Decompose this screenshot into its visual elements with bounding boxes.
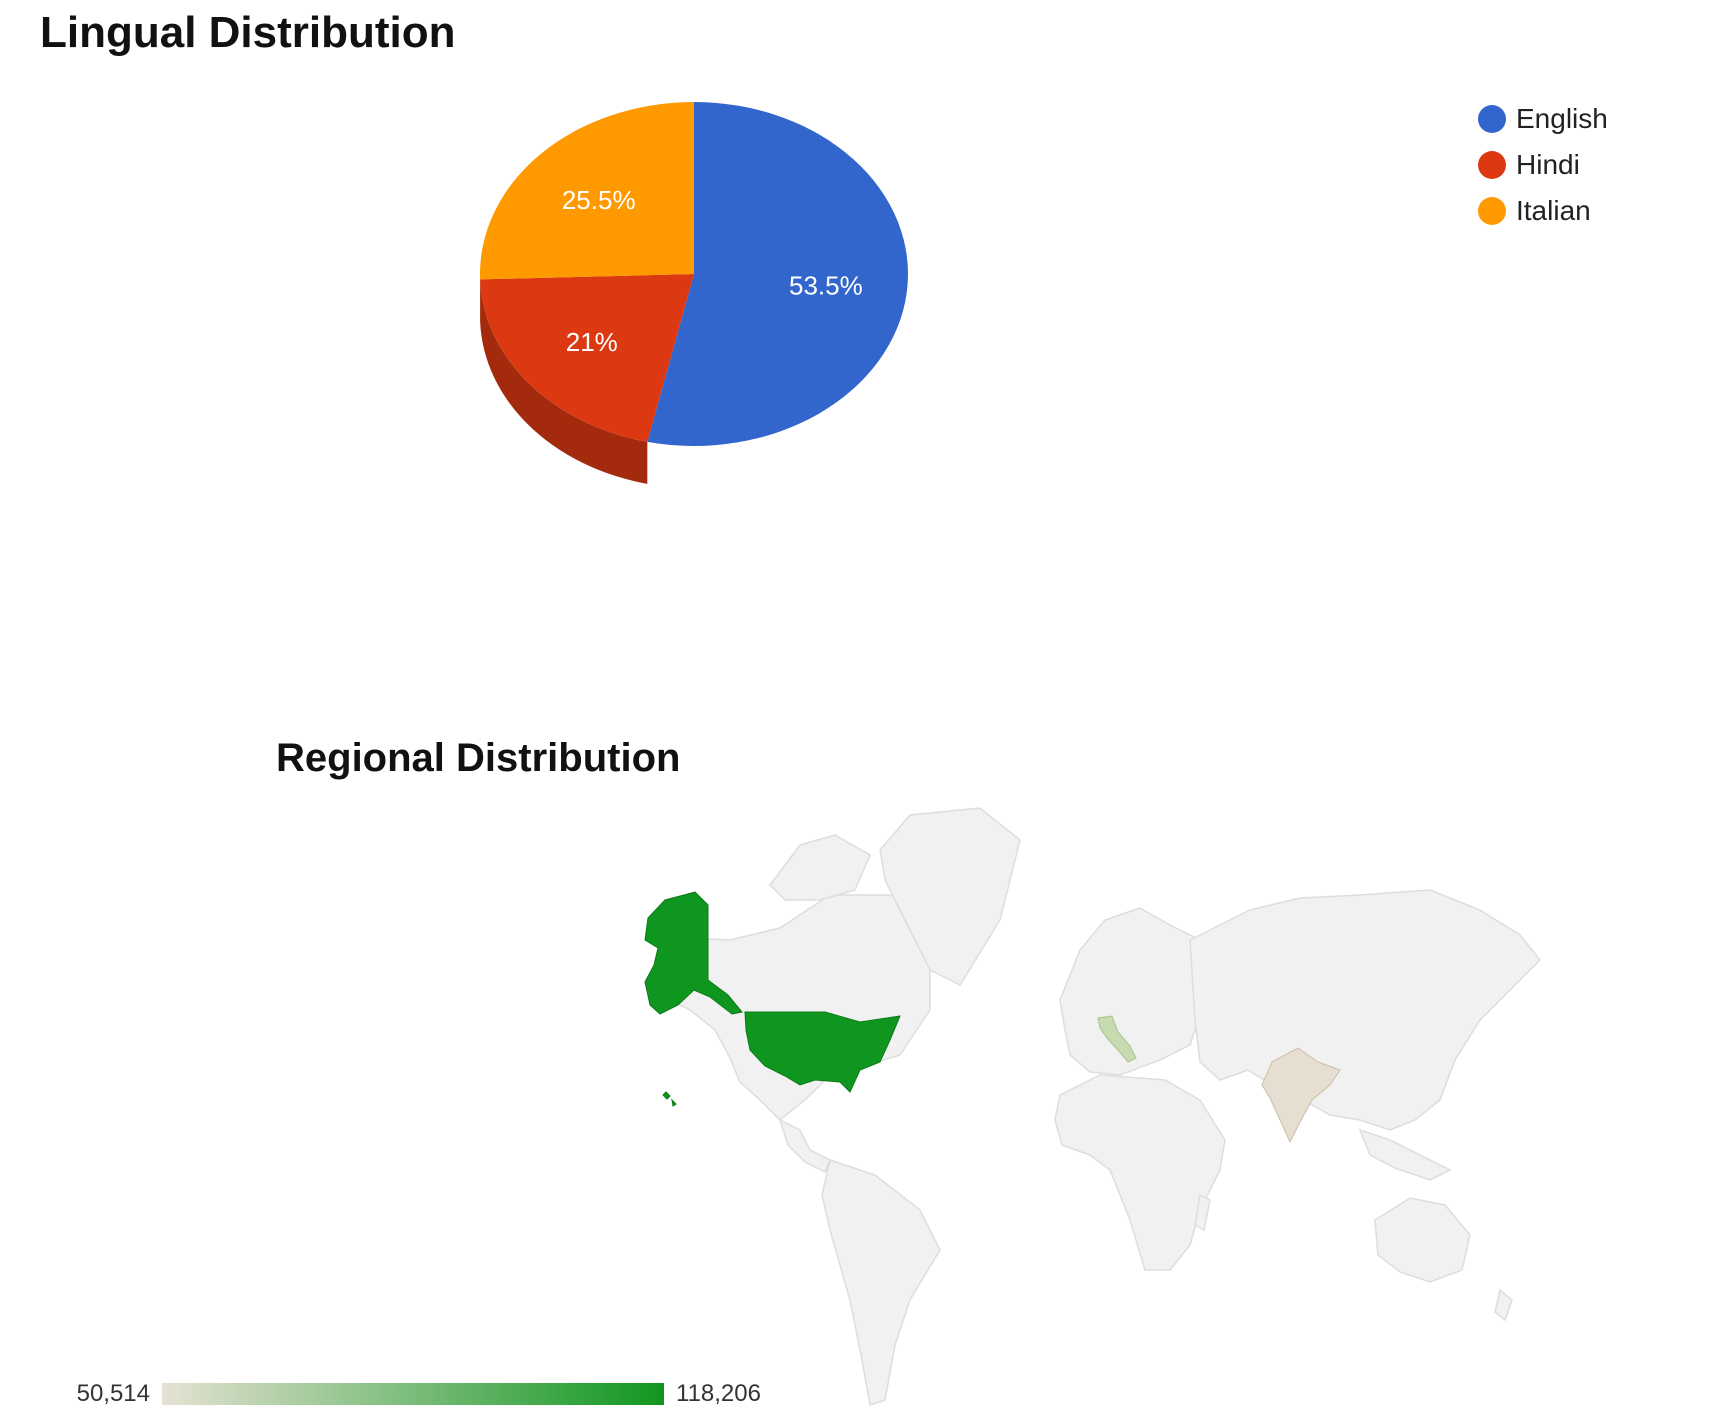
legend-item-hindi[interactable]: Hindi [1478, 142, 1608, 188]
land-arctic-islands [769, 834, 871, 901]
regional-distribution-title: Regional Distribution [276, 736, 681, 780]
land-greenland [879, 807, 1021, 986]
land-southeast-asia [1358, 1128, 1452, 1181]
regional-geo-map [644, 807, 1542, 1406]
legend-item-italian[interactable]: Italian [1478, 188, 1608, 234]
legend-item-english[interactable]: English [1478, 96, 1608, 142]
legend-label-italian: Italian [1516, 195, 1591, 226]
lingual-pie-chart: 53.5% 21% 25.5% [480, 102, 908, 484]
color-axis-max-label: 118,206 [676, 1380, 761, 1407]
land-central-america [778, 1118, 831, 1174]
region-contiguous-us[interactable] [744, 1011, 901, 1093]
pie-label-italian: 25.5% [562, 185, 636, 215]
pie-slice-italian[interactable] [480, 102, 694, 280]
pie-slice-hindi[interactable] [480, 274, 694, 442]
region-alaska[interactable] [644, 891, 743, 1015]
land-new-zealand [1494, 1288, 1513, 1322]
legend-label-hindi: Hindi [1516, 149, 1580, 180]
legend-marker-italian [1478, 197, 1506, 225]
map-color-axis: 50,514 118,206 [0, 1374, 800, 1414]
land-africa [1054, 1074, 1226, 1271]
legend-marker-english [1478, 105, 1506, 133]
land-australia [1374, 1197, 1471, 1283]
pie-slice-english[interactable] [647, 102, 908, 446]
legend-marker-hindi [1478, 151, 1506, 179]
lingual-distribution-title: Lingual Distribution [40, 8, 456, 57]
pie-side-hindi [480, 279, 648, 484]
land-asia [1189, 889, 1542, 1131]
pie-label-english: 53.5% [789, 271, 863, 301]
land-madagascar [1194, 1193, 1211, 1232]
color-axis-min-label: 50,514 [76, 1380, 150, 1407]
region-hawaii[interactable] [662, 1091, 677, 1107]
region-india[interactable] [1261, 1047, 1341, 1144]
land-south-america [821, 1159, 941, 1406]
color-axis-gradient-bar [162, 1383, 664, 1405]
region-italy[interactable] [1097, 1015, 1137, 1063]
legend-label-english: English [1516, 103, 1608, 134]
pie-legend: English Hindi Italian [1478, 96, 1608, 234]
pie-label-hindi: 21% [566, 327, 618, 357]
